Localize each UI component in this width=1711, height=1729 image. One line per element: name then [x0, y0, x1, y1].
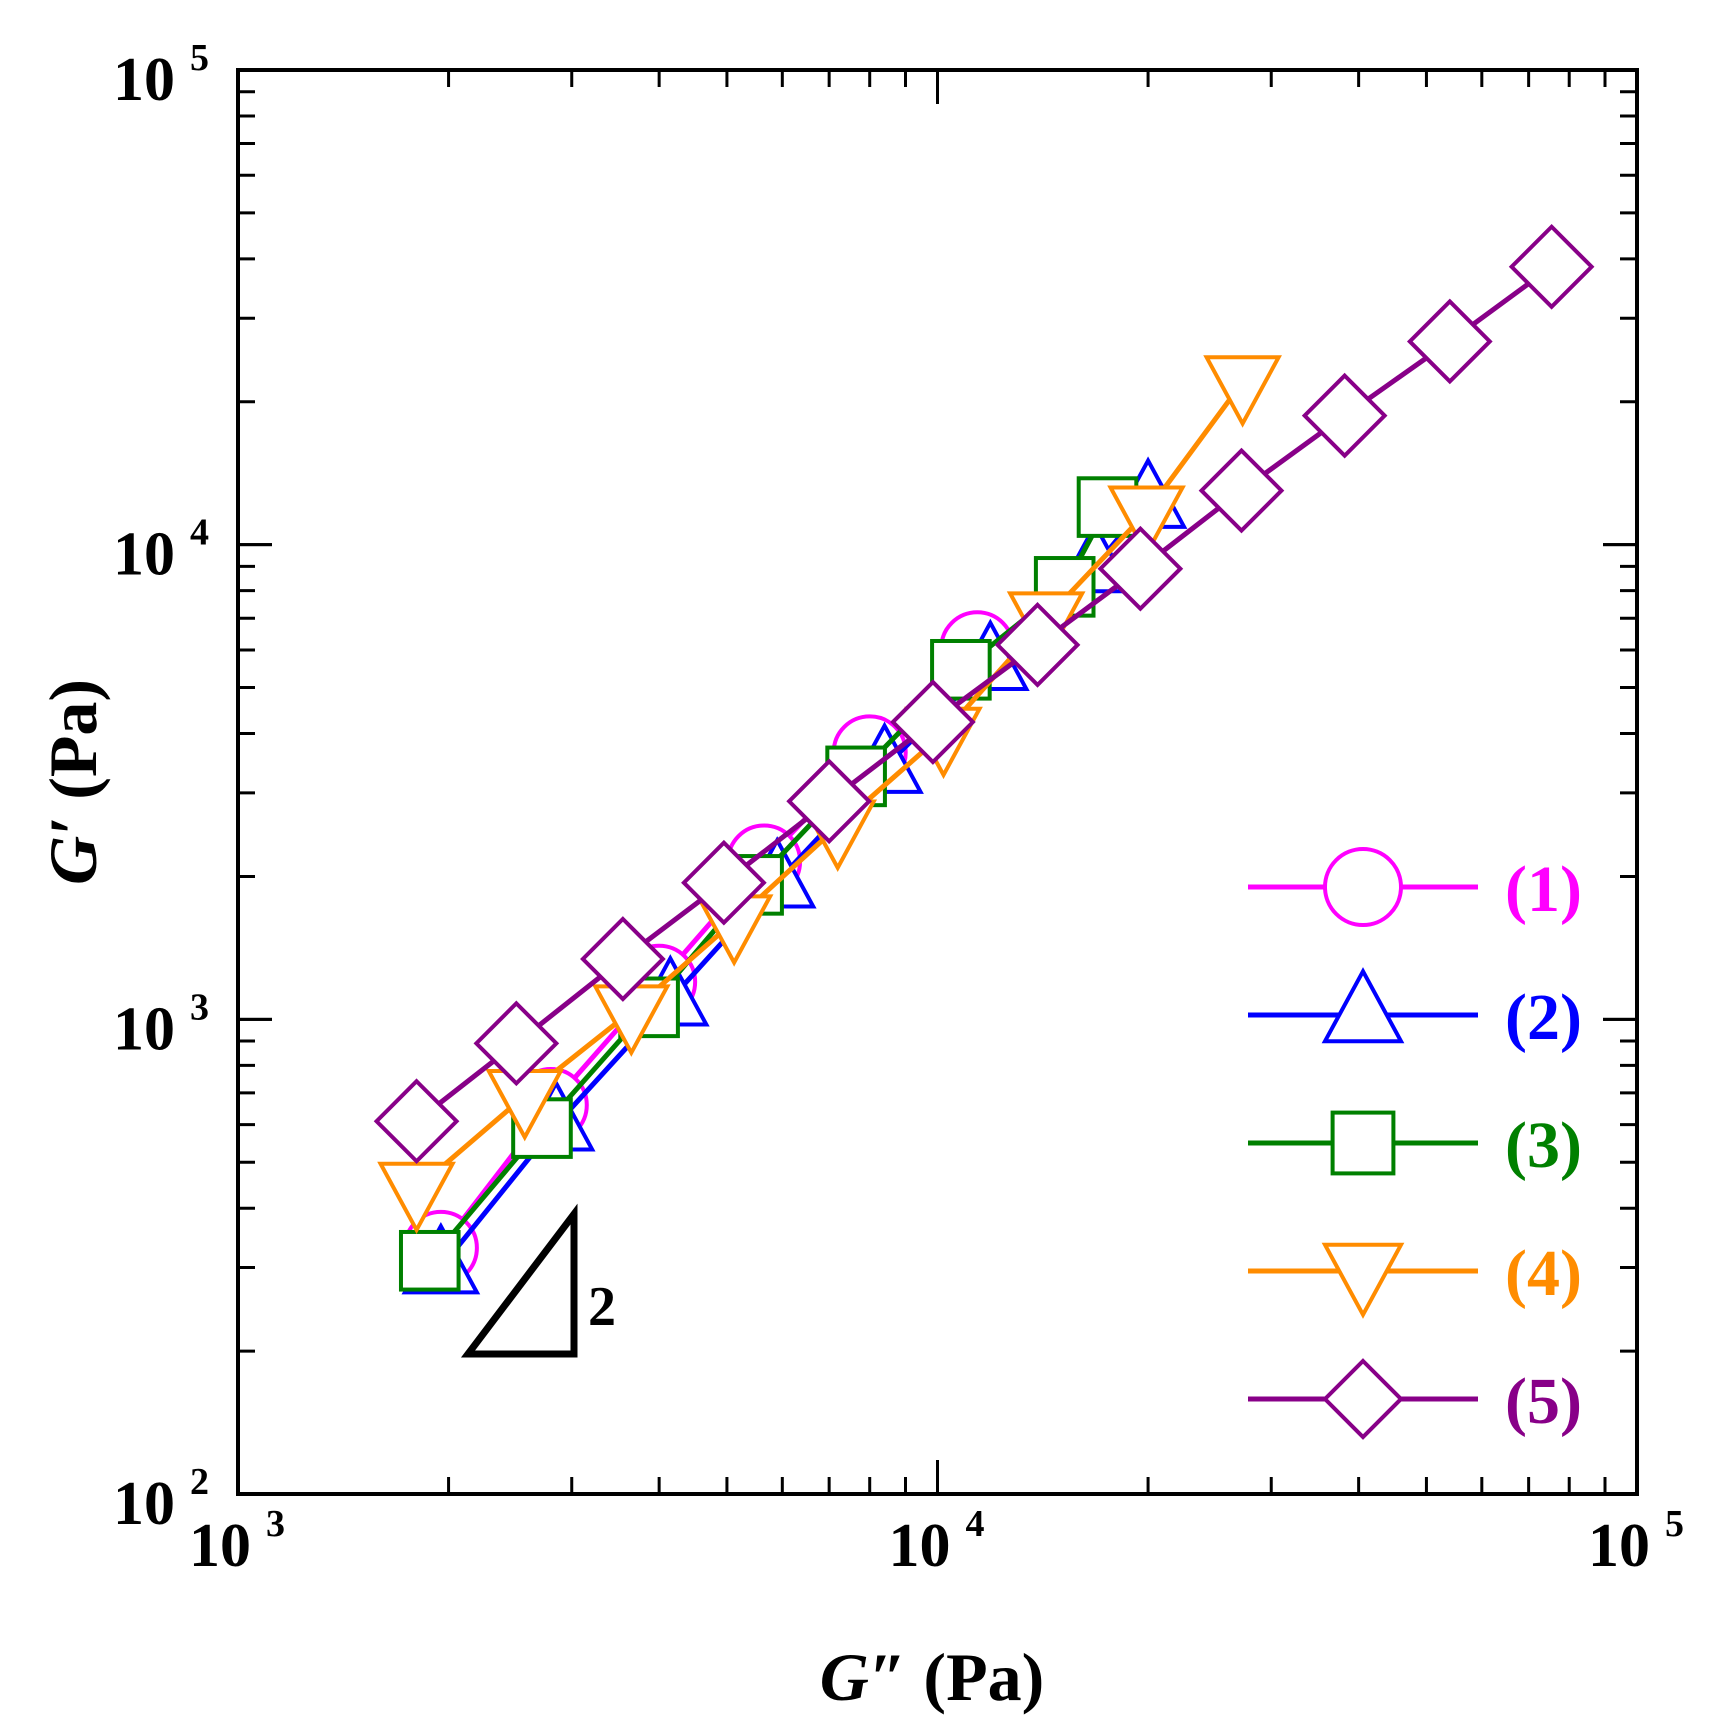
diamond-marker	[1406, 298, 1493, 385]
y-tick-label-exp: 2	[190, 1461, 209, 1503]
x-tick-label-base: 10	[189, 1512, 251, 1580]
diamond-marker	[890, 679, 976, 765]
diamond-marker	[1198, 447, 1285, 534]
legend: (1) (2) (3) (4) (5)	[1248, 847, 1582, 1440]
y-tick-label-exp: 4	[190, 512, 209, 554]
triangle-down-marker	[1107, 485, 1186, 558]
slope-label: 2	[588, 1276, 616, 1338]
triangle-up-marker	[1321, 967, 1405, 1044]
x-tick-label: 10 5	[1588, 1503, 1684, 1580]
circle-marker	[1323, 847, 1403, 927]
diamond-marker	[681, 839, 767, 926]
slope-triangle: 2	[460, 1203, 616, 1358]
y-tick-label-base: 10	[113, 521, 175, 589]
x-tick-label-base: 10	[1588, 1512, 1650, 1580]
series-5	[373, 223, 1595, 1165]
legend-item: (4)	[1248, 1237, 1582, 1319]
x-tick-label-exp: 4	[966, 1503, 985, 1545]
legend-label: (2)	[1505, 981, 1582, 1054]
y-tick-label-exp: 5	[190, 37, 209, 79]
x-tick-label-base: 10	[889, 1512, 951, 1580]
legend-item: (1)	[1248, 847, 1582, 927]
triangle-down-marker	[1203, 355, 1282, 428]
legend-item: (2)	[1248, 967, 1582, 1054]
diamond-marker	[1301, 372, 1388, 459]
diamond-marker	[1508, 223, 1595, 310]
diamond-marker	[373, 1078, 460, 1165]
legend-item: (5)	[1248, 1358, 1582, 1440]
x-tick-label-exp: 5	[1665, 1503, 1684, 1545]
y-tick-label: 10 2	[113, 1461, 209, 1538]
x-tick-label: 10 3	[189, 1503, 285, 1580]
triangle-down-marker	[1321, 1242, 1405, 1319]
legend-label: (3)	[1505, 1109, 1582, 1182]
diamond-marker	[786, 758, 872, 845]
diamond-marker	[1097, 525, 1184, 612]
x-axis-label: G″ (Pa)	[820, 1639, 1045, 1715]
legend-label: (1)	[1505, 853, 1582, 926]
plot-frame	[236, 68, 1639, 1496]
legend-label: (4)	[1505, 1237, 1582, 1310]
diamond-marker	[1322, 1358, 1404, 1440]
square-marker	[398, 1229, 461, 1292]
x-tick-label: 10 4	[889, 1503, 985, 1580]
y-axis-label: G′ (Pa)	[35, 679, 111, 885]
y-tick-label-base: 10	[113, 995, 175, 1063]
legend-item: (3)	[1248, 1109, 1582, 1182]
y-tick-label-exp: 3	[190, 986, 209, 1028]
slope-triangle-shape	[460, 1203, 578, 1358]
diamond-marker	[580, 916, 666, 1002]
y-tick-label: 10 4	[113, 512, 209, 589]
diamond-marker	[994, 602, 1081, 688]
x-tick-label-exp: 3	[266, 1503, 285, 1545]
y-tick-label-base: 10	[113, 1470, 175, 1538]
diamond-marker	[473, 1000, 560, 1087]
y-tick-label: 10 5	[113, 37, 209, 114]
square-marker	[1330, 1110, 1396, 1176]
legend-label: (5)	[1505, 1365, 1582, 1438]
tick-labels: 10 3 10 4 10 5 10 2 10 3 10 4 10 5	[113, 37, 1684, 1580]
y-tick-label: 10 3	[113, 986, 209, 1063]
series-layer	[373, 223, 1595, 1295]
y-tick-label-base: 10	[113, 46, 175, 114]
